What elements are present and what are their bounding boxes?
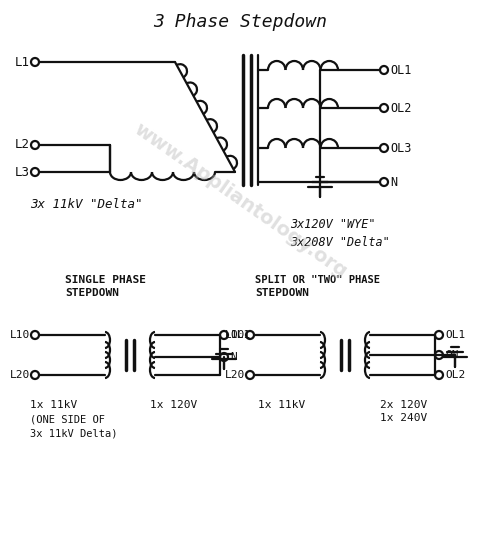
Text: (ONE SIDE OF: (ONE SIDE OF	[30, 415, 105, 425]
Text: ON: ON	[445, 350, 458, 360]
Text: L20: L20	[225, 370, 245, 380]
Text: OL3: OL3	[390, 141, 411, 154]
Text: 3x 11kV "Delta": 3x 11kV "Delta"	[30, 199, 143, 212]
Text: OL2: OL2	[445, 370, 465, 380]
Text: L1: L1	[15, 55, 30, 69]
Text: OL1: OL1	[390, 64, 411, 77]
Text: OL1: OL1	[230, 330, 250, 340]
Text: 1x 240V: 1x 240V	[380, 413, 427, 423]
Text: 1x 120V: 1x 120V	[150, 400, 197, 410]
Text: OL1: OL1	[445, 330, 465, 340]
Text: SPLIT OR "TWO" PHASE: SPLIT OR "TWO" PHASE	[255, 275, 380, 285]
Text: 1x 11kV: 1x 11kV	[30, 400, 77, 410]
Text: 3 Phase Stepdown: 3 Phase Stepdown	[153, 13, 327, 31]
Text: 2x 120V: 2x 120V	[380, 400, 427, 410]
Text: L3: L3	[15, 165, 30, 178]
Text: 1x 11kV: 1x 11kV	[258, 400, 305, 410]
Text: N: N	[390, 176, 397, 189]
Text: OL2: OL2	[390, 102, 411, 114]
Text: L10: L10	[225, 330, 245, 340]
Text: N: N	[230, 352, 237, 362]
Text: www.Appliantology.org: www.Appliantology.org	[130, 119, 350, 281]
Text: L20: L20	[10, 370, 30, 380]
Text: STEPDOWN: STEPDOWN	[255, 288, 309, 298]
Text: L2: L2	[15, 139, 30, 151]
Text: 3x208V "Delta": 3x208V "Delta"	[290, 237, 390, 250]
Text: 3x 11kV Delta): 3x 11kV Delta)	[30, 428, 118, 438]
Text: SINGLE PHASE: SINGLE PHASE	[65, 275, 146, 285]
Text: L10: L10	[10, 330, 30, 340]
Text: 3x120V "WYE": 3x120V "WYE"	[290, 219, 375, 232]
Text: STEPDOWN: STEPDOWN	[65, 288, 119, 298]
